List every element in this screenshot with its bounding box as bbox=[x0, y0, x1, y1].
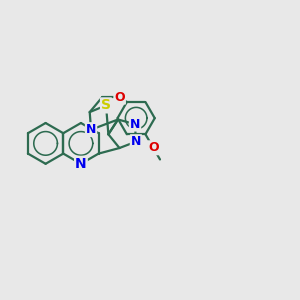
Text: O: O bbox=[114, 91, 125, 104]
Text: N: N bbox=[131, 135, 141, 148]
Text: N: N bbox=[86, 123, 96, 136]
Text: N: N bbox=[75, 157, 87, 171]
Text: S: S bbox=[101, 98, 111, 112]
Text: N: N bbox=[130, 118, 140, 130]
Text: O: O bbox=[148, 141, 159, 154]
